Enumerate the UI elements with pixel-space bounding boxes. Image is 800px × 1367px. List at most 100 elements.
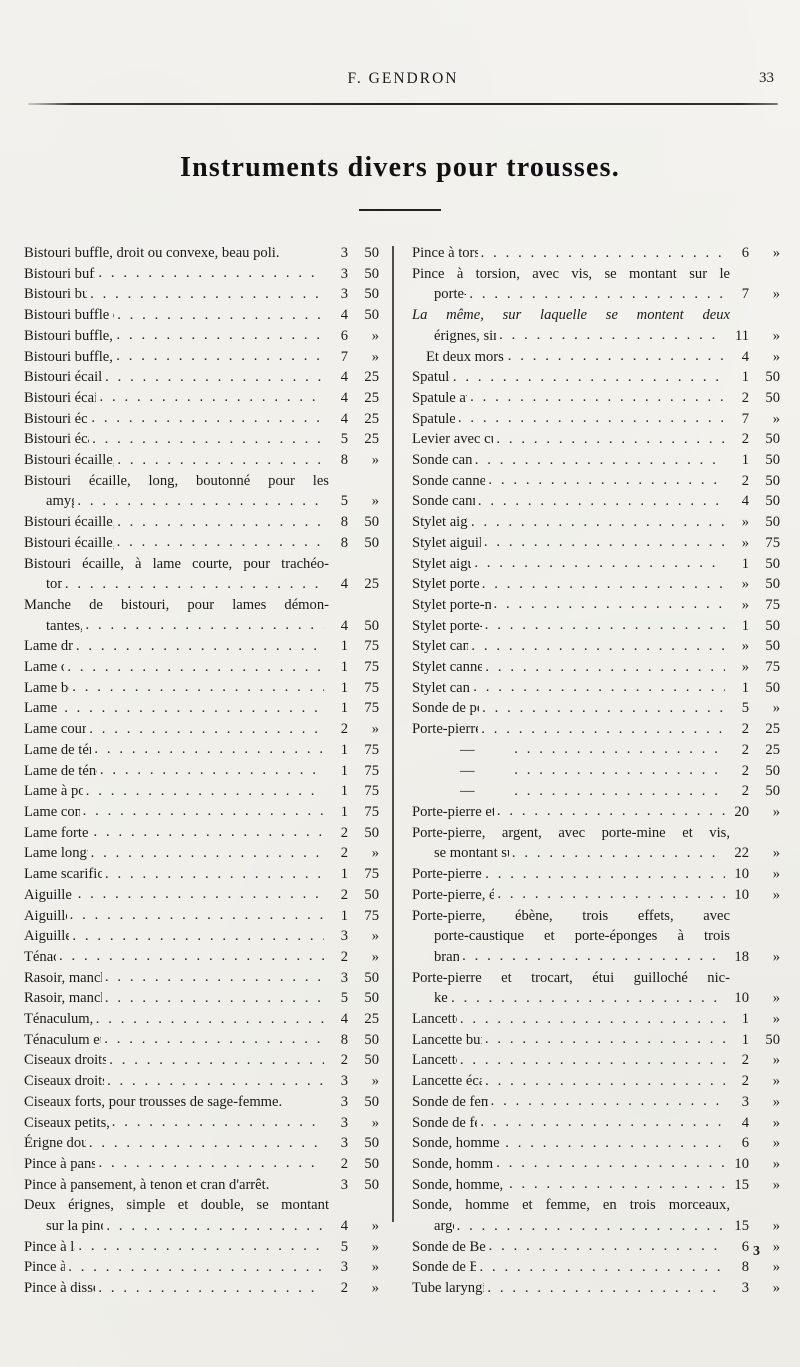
entry-label: Sonde cannelée, argent. [412, 493, 475, 510]
price-francs: 15 [734, 1176, 749, 1193]
price-centimes: 50 [765, 1031, 780, 1048]
price-centimes: » [772, 1093, 780, 1110]
price-francs: » [741, 596, 749, 613]
price-centimes: » [772, 245, 780, 261]
price-francs: 4 [340, 410, 348, 427]
price-centimes: 50 [765, 638, 780, 655]
price-entry: Spatule avec curette 2 50 [412, 388, 780, 409]
price-entry: Érigne double, à curette. 3 50 [24, 1133, 379, 1154]
price-entry: Bistouri écaille de Cooper 5 25 [24, 429, 379, 450]
price-entry: Lame convexe, petite 1 75 [24, 802, 379, 823]
price-centimes: 75 [364, 907, 379, 924]
entry-label: Bistouri écaille de Cooper [24, 431, 89, 448]
dot-leader [86, 781, 324, 802]
price-francs: 7 [741, 410, 749, 427]
price-centimes: 50 [364, 1093, 379, 1110]
price-entry: Sonde, homme, femme et enfant, argent. 15… [412, 1175, 780, 1196]
price-francs: 1 [741, 617, 749, 634]
price-entry: Bistouri buffle, droit ou convexe, beau … [24, 243, 379, 264]
price-entry: Lame de ténotome, pointue 1 75 [24, 740, 379, 761]
price-entry: Sonde, homme et femme, argent. 10 » [412, 1154, 780, 1175]
price-centimes: » [772, 1218, 780, 1235]
price-entry: Sonde cannelée, argent. 4 50 [412, 491, 780, 512]
price-centimes: 50 [364, 1135, 379, 1152]
dot-leader [499, 325, 725, 346]
price-francs: 8 [340, 514, 348, 531]
dot-leader [99, 387, 324, 408]
dot-leader [482, 574, 725, 595]
dot-leader [487, 1278, 725, 1299]
price-entry: Bistouri écaille, long, boutonné pour le… [24, 471, 379, 492]
price-entry: érignes, simple et double. 11 » [412, 326, 780, 347]
dot-leader [96, 1009, 324, 1030]
price-francs: » [741, 638, 749, 655]
entry-label: tomie [46, 576, 62, 593]
price-entry: Bistouri écaille, long, pour les phalang… [24, 450, 379, 471]
dot-leader [112, 1112, 324, 1133]
price-francs: 5 [340, 1238, 348, 1255]
dot-leader [514, 760, 725, 781]
price-francs: 6 [741, 1238, 749, 1255]
price-francs: 4 [340, 307, 348, 324]
price-francs: 2 [340, 845, 348, 862]
price-francs: 1 [340, 700, 348, 717]
price-centimes: 50 [765, 431, 780, 448]
price-entry: —— 0m13. 2 25 [412, 740, 780, 761]
price-centimes: » [772, 1238, 780, 1255]
price-entry: Lancette écaille 2 » [412, 1050, 780, 1071]
price-centimes: 50 [765, 576, 780, 593]
price-entry: tomie 4 25 [24, 574, 379, 595]
dot-leader [509, 1174, 725, 1195]
dot-leader [78, 1236, 324, 1257]
price-centimes: 50 [364, 534, 379, 551]
running-head-title: F. GENDRON [347, 70, 459, 87]
dot-leader [457, 1216, 725, 1237]
entry-label: se montant sur la pince à artères. [434, 845, 509, 862]
dot-leader [98, 1153, 324, 1174]
price-francs: 3 [340, 928, 348, 945]
price-entry: porte-caustique et porte-éponges à trois [412, 926, 780, 947]
price-centimes: 75 [765, 596, 780, 613]
entry-label: argent. [434, 1218, 454, 1235]
entry-label: Lame convexe, petite [24, 803, 80, 820]
price-entry: Porte-pierre, ébène, pince platine. 10 » [412, 885, 780, 906]
entry-label: Stylet porte-mèche, acier. [412, 576, 479, 593]
price-entry: Manche de bistouri, pour lames démon- [24, 595, 379, 616]
price-centimes: 50 [364, 617, 379, 634]
price-entry: Pince à torsion, avec vis, se montant su… [412, 264, 780, 285]
price-francs: 4 [340, 389, 348, 406]
price-column-right: Pince à torsion, à verrou.6»Pince à tors… [412, 243, 780, 1299]
entry-label: Aiguille de Cooper [24, 886, 75, 903]
price-francs: 2 [741, 472, 749, 489]
dot-leader [117, 512, 324, 533]
entry-label: Porte-pierre et porte-mine, argent [412, 803, 494, 820]
entry-label: porte-caustique et porte-éponges à trois [434, 928, 730, 945]
dot-leader [471, 636, 725, 657]
dot-leader [470, 387, 725, 408]
dot-leader [91, 408, 324, 429]
price-entry: Lame droite, large 1 75 [24, 636, 379, 657]
price-entry: Sonde de poitrine, argent. 5 » [412, 698, 780, 719]
price-entry: Bistouri écaille, boutonné 4 25 [24, 409, 379, 430]
price-francs: 3 [340, 1135, 348, 1152]
price-entry: Ténaculum 2 » [24, 947, 379, 968]
dot-leader [76, 636, 324, 657]
price-francs: » [741, 576, 749, 593]
price-francs: 5 [340, 431, 348, 448]
price-francs: 8 [741, 1259, 749, 1276]
price-centimes: 50 [364, 1155, 379, 1172]
price-francs: 6 [340, 327, 348, 344]
price-francs: 1 [340, 638, 348, 655]
price-centimes: » [772, 1259, 780, 1276]
price-francs: 3 [340, 245, 348, 261]
dot-leader [505, 1133, 725, 1154]
price-francs: 22 [734, 845, 749, 862]
price-entry: Stylet cannelé, argent 1 50 [412, 678, 780, 699]
entry-label: Sonde de femme, maillechort. [412, 1093, 488, 1110]
entry-label: Bistouri buffle, double, droit et convex… [24, 348, 113, 365]
price-entry: Aiguille tubulée. 3 » [24, 926, 379, 947]
entry-label: Sonde de Belloc, maillechort [412, 1238, 486, 1255]
price-francs: 3 [340, 1176, 348, 1193]
price-francs: 2 [741, 741, 749, 758]
price-entry: Ciseaux petits, pour trousse de poche 3 » [24, 1113, 379, 1134]
